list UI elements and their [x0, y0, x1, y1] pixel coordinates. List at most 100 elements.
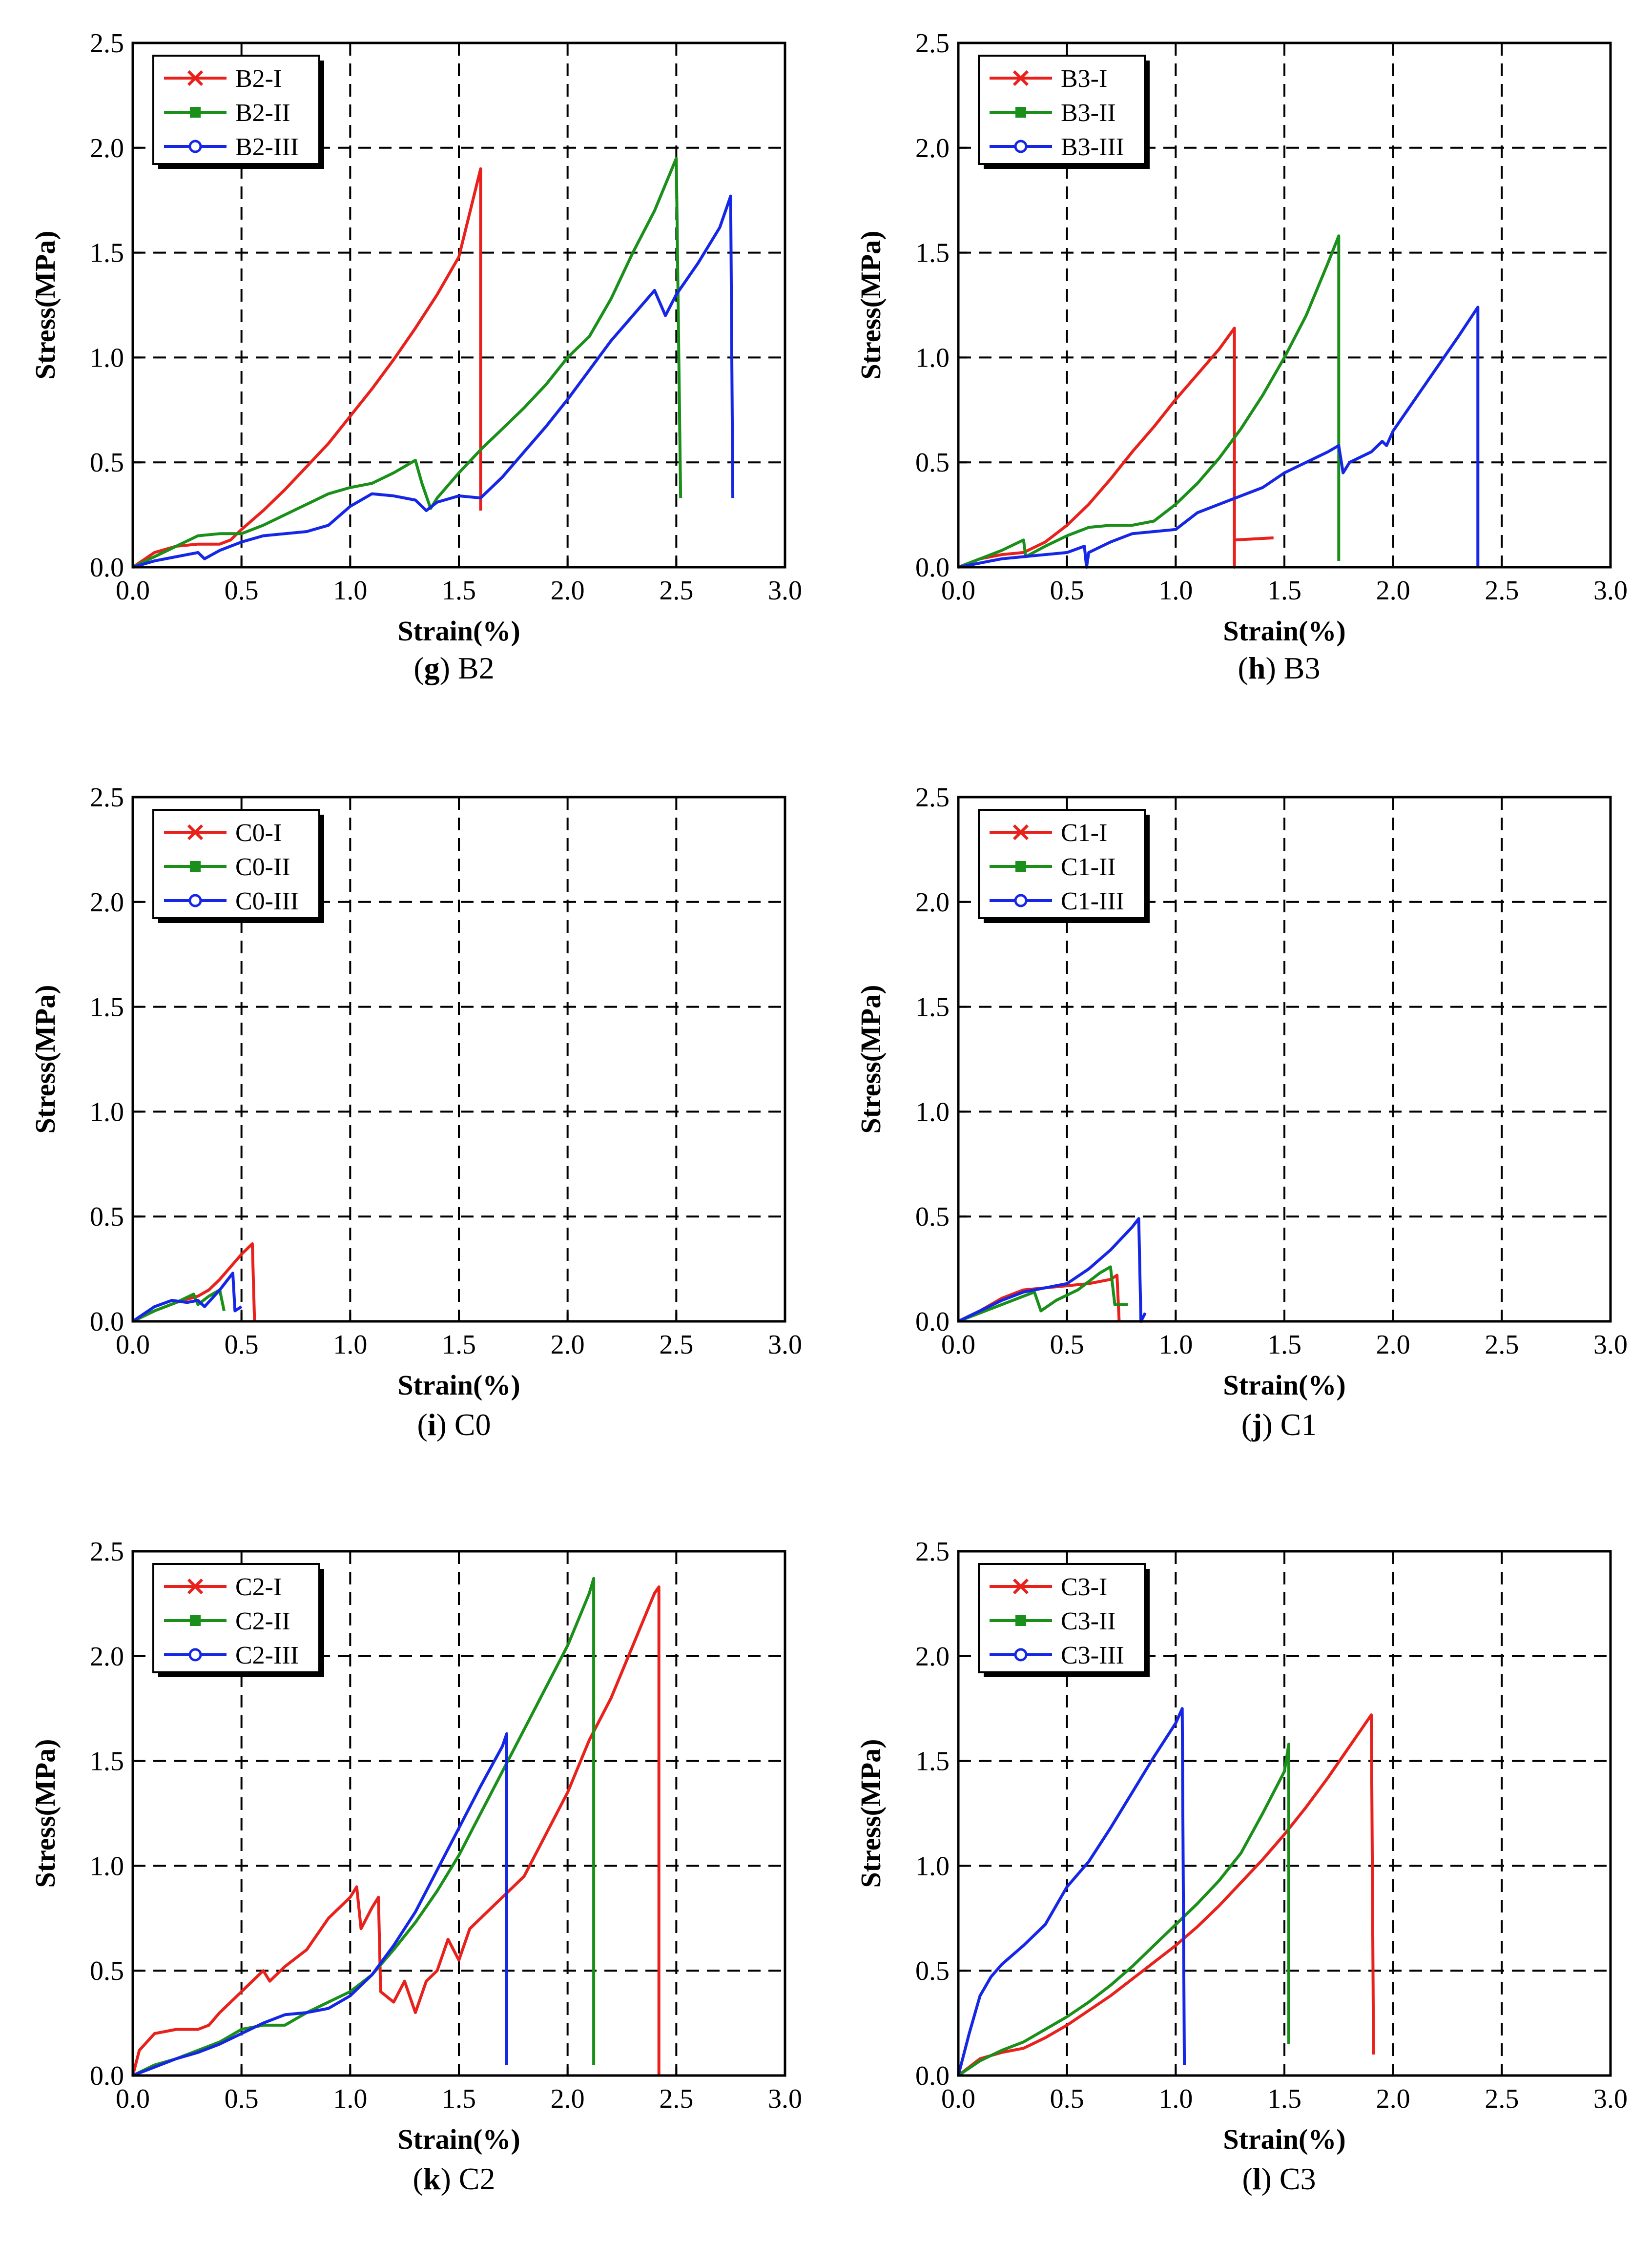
legend-marker-C2-I: [187, 1578, 204, 1595]
chart-panel-l: 0.0 0.5 1.0 1.5 2.0 2.5 3.0 0.0 0.5 1.0 1.5 2.0 2.5 S…: [855, 1537, 1628, 2196]
x-tick-label: 0.0: [941, 576, 975, 606]
legend-marker-C2-II: [190, 1615, 201, 1626]
y-tick-label: 1.5: [915, 238, 950, 268]
legend-marker-C3-III: [1014, 1648, 1028, 1662]
x-axis-title: Strain(%): [1223, 2123, 1345, 2155]
x-tick-label: 2.5: [659, 1330, 693, 1360]
x-tick-label: 1.5: [442, 2084, 476, 2114]
y-tick-label: 2.5: [915, 782, 950, 813]
x-tick-label: 2.5: [659, 2084, 693, 2114]
x-tick-label: 0.0: [116, 2084, 150, 2114]
series-line-C0-III: [132, 1272, 243, 1323]
y-tick-label: 2.0: [915, 133, 950, 164]
legend-label: B2-I: [235, 65, 282, 93]
caption-paren-open: (: [413, 651, 424, 685]
series-line-C1-I: [957, 1274, 1121, 1323]
x-tick-label: 2.5: [1485, 576, 1519, 606]
chart-panel-h: 0.0 0.5 1.0 1.5 2.0 2.5 3.0 0.0 0.5 1.0 1.5 2.0 2.5 S…: [855, 28, 1628, 685]
series-line-C0-II: [132, 1288, 226, 1323]
x-tick-label: 1.0: [1158, 576, 1193, 606]
y-tick-label: 0.0: [90, 553, 124, 583]
x-axis-title: Strain(%): [1223, 1369, 1345, 1401]
caption-paren-open: (: [1241, 1407, 1252, 1442]
caption-label: C3: [1280, 2161, 1316, 2196]
y-tick-label: 2.5: [915, 1537, 950, 1567]
y-tick-label: 2.0: [915, 1642, 950, 1672]
y-tick-label: 1.0: [90, 1851, 124, 1881]
series-line-C2-III: [132, 1732, 508, 2077]
y-tick-label: 1.0: [915, 1097, 950, 1127]
x-tick-label: 2.0: [1376, 576, 1410, 606]
caption-letter: k: [423, 2161, 441, 2196]
x-tick-label: 1.0: [333, 2084, 367, 2114]
legend-label: C0-I: [235, 819, 282, 847]
y-tick-label: 1.5: [915, 1747, 950, 1777]
x-tick-label: 2.0: [551, 1330, 585, 1360]
series-line-B2-I: [132, 167, 482, 569]
chart-panel-i: 0.0 0.5 1.0 1.5 2.0 2.5 3.0 0.0 0.5 1.0 1.5 2.0 2.5 S…: [29, 782, 802, 1442]
legend-marker-C1-III: [1014, 894, 1028, 907]
caption-label: B3: [1284, 651, 1321, 685]
x-tick-label: 0.0: [941, 1330, 975, 1360]
y-tick-label: 0.0: [915, 553, 950, 583]
caption-label: C1: [1280, 1407, 1317, 1442]
legend-label: C0-II: [235, 853, 290, 881]
y-tick-label: 1.0: [90, 1097, 124, 1127]
x-axis-title: Strain(%): [397, 2123, 520, 2155]
legend-label: B3-I: [1061, 65, 1107, 93]
legend-marker-B3-III: [1014, 140, 1028, 153]
y-tick-label: 2.5: [90, 782, 124, 813]
series-line-B2-III: [132, 194, 735, 569]
caption-label: C0: [454, 1407, 491, 1442]
y-axis-title: Stress(MPa): [29, 231, 61, 380]
y-tick-label: 1.5: [90, 992, 124, 1023]
caption-paren-close: ): [1261, 2161, 1280, 2196]
x-tick-label: 3.0: [1593, 1330, 1628, 1360]
caption-letter: l: [1253, 2161, 1261, 2196]
caption-paren-close: ): [436, 1407, 454, 1442]
legend-marker-C2-III: [188, 1648, 202, 1662]
y-tick-label: 2.5: [90, 28, 124, 59]
series-line-B3-II: [957, 234, 1341, 569]
chart-panel-k: 0.0 0.5 1.0 1.5 2.0 2.5 3.0 0.0 0.5 1.0 1.5 2.0 2.5 S…: [29, 1537, 802, 2196]
y-tick-label: 0.5: [90, 1956, 124, 1986]
caption-label: B2: [458, 651, 495, 685]
x-tick-label: 0.5: [225, 576, 259, 606]
x-tick-label: 3.0: [768, 576, 802, 606]
x-tick-label: 2.0: [1376, 2084, 1410, 2114]
x-tick-label: 3.0: [1593, 2084, 1628, 2114]
x-tick-label: 3.0: [768, 2084, 802, 2114]
x-tick-label: 1.0: [1158, 2084, 1193, 2114]
x-tick-label: 1.0: [333, 1330, 367, 1360]
caption-paren-close: ): [1262, 1407, 1280, 1442]
x-tick-label: 3.0: [1593, 576, 1628, 606]
series-line-C3-III: [957, 1707, 1186, 2076]
y-tick-label: 2.5: [90, 1537, 124, 1567]
y-axis-title: Stress(MPa): [29, 1739, 61, 1888]
legend-label: B2-III: [235, 133, 299, 161]
caption-letter: g: [424, 651, 440, 685]
y-tick-label: 1.5: [90, 1747, 124, 1777]
legend-marker-C1-II: [1015, 861, 1026, 872]
caption-letter: i: [428, 1407, 436, 1442]
panel-caption: (h) B3: [1238, 651, 1321, 685]
caption-letter: j: [1251, 1407, 1262, 1442]
legend-marker-C0-II: [190, 861, 201, 872]
y-tick-label: 0.5: [915, 1202, 950, 1232]
series-line-C1-III: [957, 1217, 1147, 1323]
x-tick-label: 0.5: [1050, 2084, 1084, 2114]
y-tick-label: 0.5: [915, 448, 950, 478]
y-tick-label: 2.5: [915, 28, 950, 59]
series-line-C2-I: [131, 1585, 661, 2076]
series-line-B3-I: [957, 327, 1274, 569]
legend-marker-C0-III: [188, 894, 202, 907]
legend-label: C1-II: [1061, 853, 1116, 881]
x-tick-label: 0.5: [1050, 576, 1084, 606]
legend-marker-C1-I: [1012, 824, 1029, 841]
caption-paren-open: (: [413, 2161, 423, 2196]
series-line-C1-II: [957, 1265, 1128, 1323]
y-axis-title: Stress(MPa): [855, 1739, 887, 1888]
series-line-C3-I: [957, 1713, 1375, 2077]
x-tick-label: 0.5: [225, 2084, 259, 2114]
y-tick-label: 1.0: [915, 343, 950, 373]
